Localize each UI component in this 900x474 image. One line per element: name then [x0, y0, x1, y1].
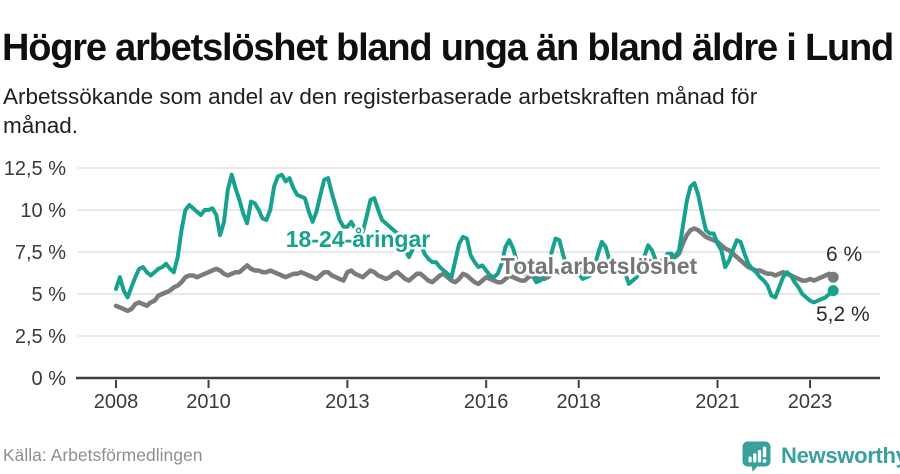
total-end-dot — [827, 271, 839, 283]
bar-large — [757, 450, 762, 463]
data-series — [113, 172, 839, 314]
bar-small — [748, 456, 752, 463]
y-tick-label: 12,5 % — [4, 158, 66, 180]
exclamation-dot — [762, 459, 767, 463]
source-credit: Källa: Arbetsförmedlingen — [3, 445, 203, 465]
y-tick-label: 2,5 % — [15, 326, 66, 348]
exclamation-bar — [762, 446, 767, 458]
youth-series-label: 18-24-åringar — [286, 226, 431, 252]
total-end-value-label: 6 % — [826, 243, 862, 266]
y-tick-label: 0 % — [32, 368, 67, 390]
page-title: Högre arbetslöshet bland unga än bland ä… — [2, 27, 894, 70]
youth-end-dot — [827, 285, 839, 297]
page-subtitle: Arbetssökande som andel av den registerb… — [3, 83, 758, 139]
x-tick-label: 2008 — [94, 391, 139, 413]
x-tick-label: 2016 — [464, 391, 509, 413]
brand-name: Newsworthy — [781, 443, 900, 468]
gridlines — [78, 167, 880, 337]
newsworthy-logo-icon — [742, 441, 771, 472]
total-line — [113, 226, 836, 314]
bar-medium — [753, 453, 757, 463]
line-chart: 0 % 2,5 % 5 % 7,5 % 10 % 12,5 % 2008 2010 2013 20… — [4, 158, 880, 413]
youth-end-value-label: 5,2 % — [816, 303, 870, 326]
youth-line — [114, 172, 836, 305]
axes: 0 % 2,5 % 5 % 7,5 % 10 % 12,5 % 2008 2010 2013 20… — [4, 158, 880, 413]
x-tick-label: 2013 — [325, 391, 370, 413]
x-tick-label: 2018 — [556, 391, 601, 413]
y-tick-label: 5 % — [32, 284, 67, 306]
y-tick-label: 7,5 % — [15, 242, 66, 264]
total-series-label: Total arbetslöshet — [501, 253, 698, 279]
y-tick-label: 10 % — [20, 200, 66, 222]
speech-bubble-shape — [742, 441, 771, 472]
chart-annotations: Total arbetslöshet 6 % 18-24-åringar 5,2 % — [283, 224, 871, 329]
brand-lockup: Newsworthy — [741, 440, 900, 472]
x-tick-label: 2010 — [186, 391, 231, 413]
x-tick-label: 2021 — [695, 391, 740, 413]
x-tick-label: 2023 — [788, 391, 833, 413]
